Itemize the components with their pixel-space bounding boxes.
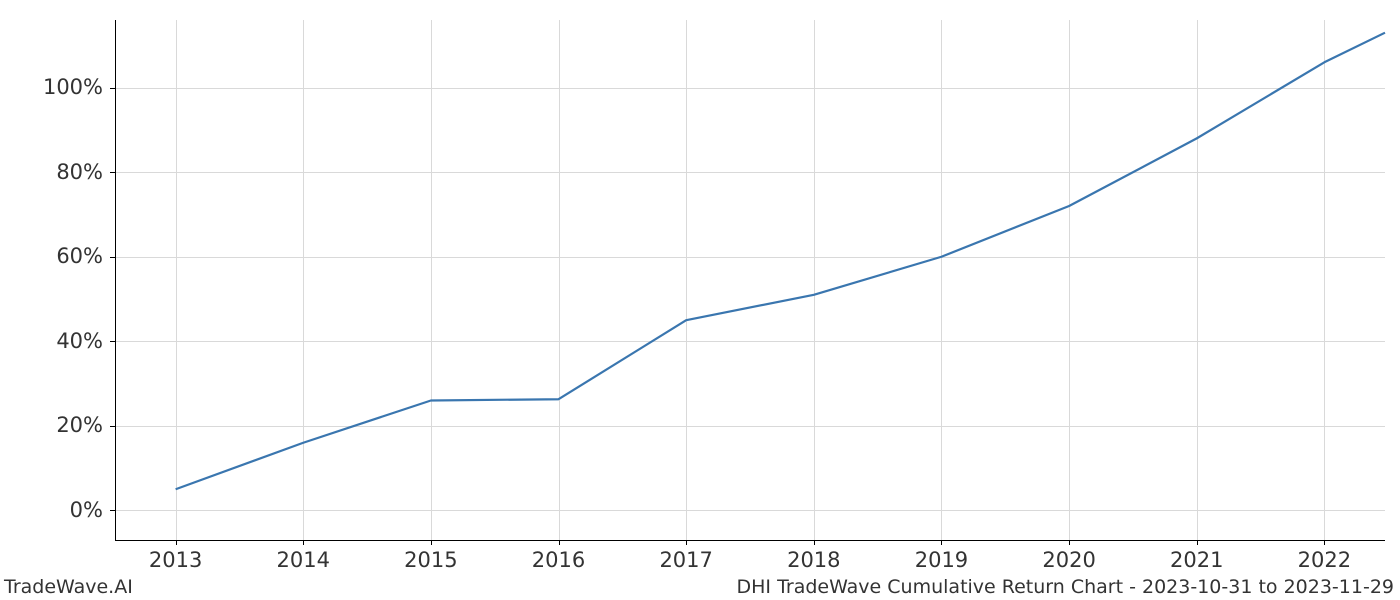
x-axis-spine — [115, 540, 1385, 541]
y-tick-label: 100% — [43, 75, 103, 99]
chart-container: TradeWave.AI DHI TradeWave Cumulative Re… — [0, 0, 1400, 600]
x-tick-label: 2017 — [659, 548, 712, 572]
x-tick-label: 2013 — [149, 548, 202, 572]
footer-right-label: DHI TradeWave Cumulative Return Chart - … — [737, 576, 1394, 598]
x-tick-label: 2021 — [1170, 548, 1223, 572]
footer-left-label: TradeWave.AI — [4, 576, 133, 598]
x-tick-label: 2018 — [787, 548, 840, 572]
y-tick-label: 80% — [56, 160, 103, 184]
x-tick-label: 2019 — [915, 548, 968, 572]
x-tick-label: 2015 — [404, 548, 457, 572]
y-tick-label: 60% — [56, 244, 103, 268]
y-tick-label: 0% — [70, 498, 103, 522]
x-tick-label: 2020 — [1042, 548, 1095, 572]
x-tick-label: 2014 — [277, 548, 330, 572]
series-line — [176, 33, 1385, 490]
series-svg — [115, 20, 1385, 540]
y-tick-label: 40% — [56, 329, 103, 353]
y-tick-label: 20% — [56, 413, 103, 437]
plot-area — [115, 20, 1385, 540]
x-tick-label: 2022 — [1298, 548, 1351, 572]
x-tick-label: 2016 — [532, 548, 585, 572]
